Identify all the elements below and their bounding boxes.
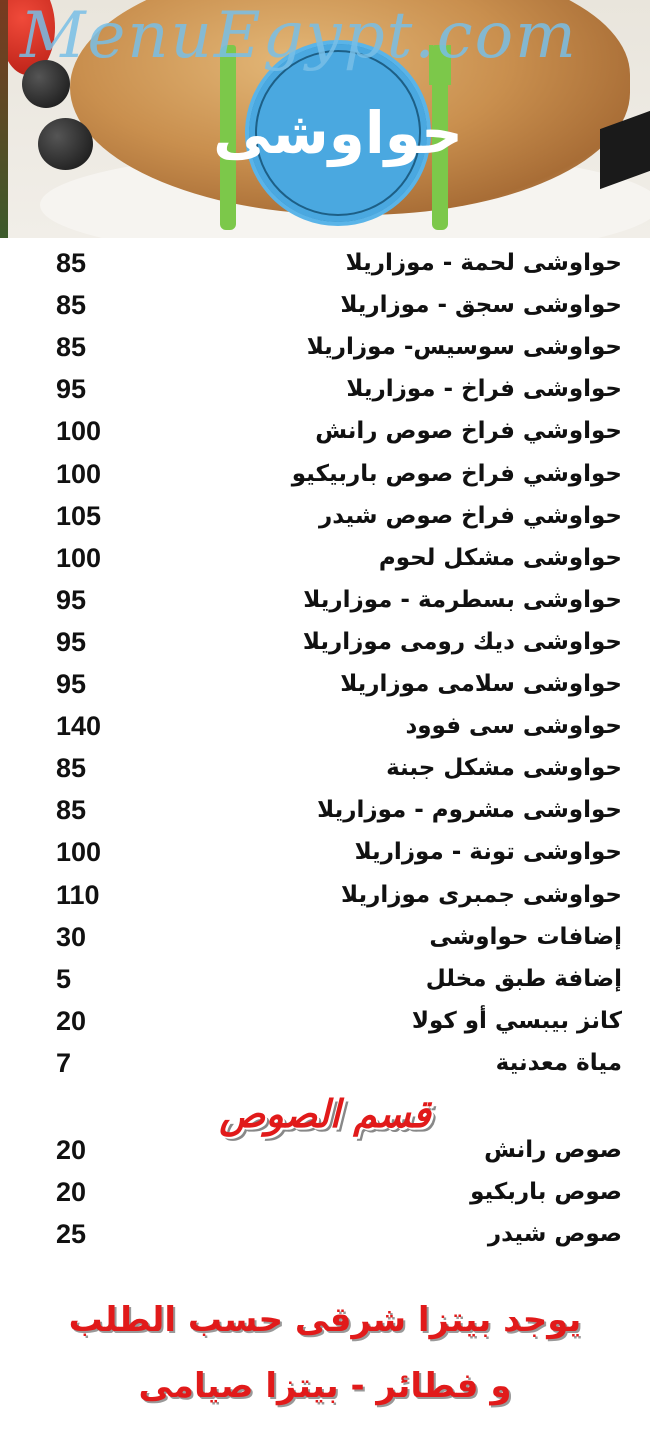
menu-item: حواوشى لحمة - موزاريلا 85 [0,243,650,283]
item-name: إضافة طبق مخلل [425,965,622,992]
watermark: MenuEgypt.com [20,0,578,73]
olive [38,118,93,170]
item-name: مياة معدنية [495,1049,622,1076]
menu-item: إضافة طبق مخلل 5 [0,959,650,999]
item-price: 110 [56,879,100,910]
item-name: حواوشى فراخ - موزاريلا [346,376,622,403]
menu-item: مياة معدنية 7 [0,1043,650,1083]
menu-item: صوص شيدر 25 [0,1214,650,1254]
item-name: صوص شيدر [487,1221,622,1247]
item-name: إضافات حواوشى [429,923,622,950]
menu-item: حواوشى بسطرمة - موزاريلا 95 [0,580,650,620]
item-name: حواوشى مشكل جبنة [386,755,622,782]
item-name: حواوشى سى فوود [405,713,622,740]
menu-item: حواوشى مشروم - موزاريلا 85 [0,790,650,830]
menu-item: إضافات حواوشى 30 [0,917,650,957]
knife-icon [220,45,236,230]
menu-item: حواوشى جمبرى موزاريلا 110 [0,875,650,915]
item-name: حواوشى لحمة - موزاريلا [345,250,622,276]
menu-item: حواوشي فراخ صوص شيدر 105 [0,496,650,536]
item-price: 100 [56,416,102,447]
item-price: 95 [56,669,87,699]
menu-item: حواوشى مشكل لحوم 100 [0,538,650,578]
item-price: 20 [56,1005,87,1036]
item-price: 100 [56,542,102,573]
menu-item: حواوشى تونة - موزاريلا 100 [0,832,650,872]
item-price: 140 [56,711,102,742]
logo-text: حواوشى [213,99,463,167]
menu-item: حواوشى سلامى موزاريلا 95 [0,664,650,704]
item-price: 85 [56,248,87,278]
item-price: 100 [56,458,102,489]
fork-icon [429,45,451,230]
item-price: 95 [56,626,87,657]
menu-item: حواوشى ديك رومى موزاريلا 95 [0,622,650,662]
item-price: 100 [56,837,102,868]
item-name: حواوشى بسطرمة - موزاريلا [303,586,622,613]
item-name: حواوشى سجق - موزاريلا [340,292,622,319]
header-photo: حواوشى [0,0,650,238]
logo: حواوشى [213,40,463,226]
menu-item: حواوشي فراخ صوص رانش 100 [0,411,650,451]
item-name: حواوشى مشكل لحوم [378,544,622,571]
footer-line-2: و فطائر - بيتزا صيامى [138,1366,512,1406]
item-price: 85 [56,795,87,826]
item-price: 25 [56,1219,87,1249]
item-price: 85 [56,753,87,784]
footer-line-1: يوجد بيتزا شرقى حسب الطلب [68,1300,582,1340]
menu-item: حواوشى سجق - موزاريلا 85 [0,285,650,325]
olive [22,60,70,108]
item-name: كانز بيبسي أو كولا [411,1007,622,1034]
item-name: حواوشى تونة - موزاريلا [354,839,622,866]
item-price: 20 [56,1177,87,1207]
item-name: حواوشى مشروم - موزاريلا [317,797,622,824]
item-name: حواوشى سلامى موزاريلا [340,671,622,697]
item-name: صوص رانش [484,1137,622,1163]
menu-item: كانز بيبسي أو كولا 20 [0,1001,650,1041]
menu-item: صوص باربكيو 20 [0,1172,650,1212]
item-name: حواوشى ديك رومى موزاريلا [302,628,622,655]
item-name: حواوشي فراخ صوص شيدر [318,502,622,529]
menu-item: حواوشى سوسيس- موزاريلا 85 [0,327,650,367]
item-price: 85 [56,332,87,363]
left-strip [0,0,8,238]
item-name: صوص باربكيو [470,1179,622,1205]
item-price: 95 [56,584,87,615]
menu-item: حواوشي فراخ صوص باربيكيو 100 [0,454,650,494]
item-name: حواوشي فراخ صوص باربيكيو [291,460,622,487]
item-name: حواوشي فراخ صوص رانش [315,418,622,445]
menu-item: حواوشى مشكل جبنة 85 [0,748,650,788]
item-price: 7 [56,1047,72,1078]
item-price: 5 [56,963,72,994]
item-price: 30 [56,921,87,952]
item-price: 95 [56,374,87,405]
item-price: 20 [56,1135,87,1165]
item-price: 85 [56,290,87,321]
item-price: 105 [56,500,102,531]
menu-item: حواوشى سى فوود 140 [0,706,650,746]
section-title-sauces: قسم الصوص [219,1092,431,1136]
item-name: حواوشى سوسيس- موزاريلا [306,334,622,361]
menu-item: صوص رانش 20 [0,1130,650,1170]
item-name: حواوشى جمبرى موزاريلا [341,881,622,908]
menu-item: حواوشى فراخ - موزاريلا 95 [0,369,650,409]
